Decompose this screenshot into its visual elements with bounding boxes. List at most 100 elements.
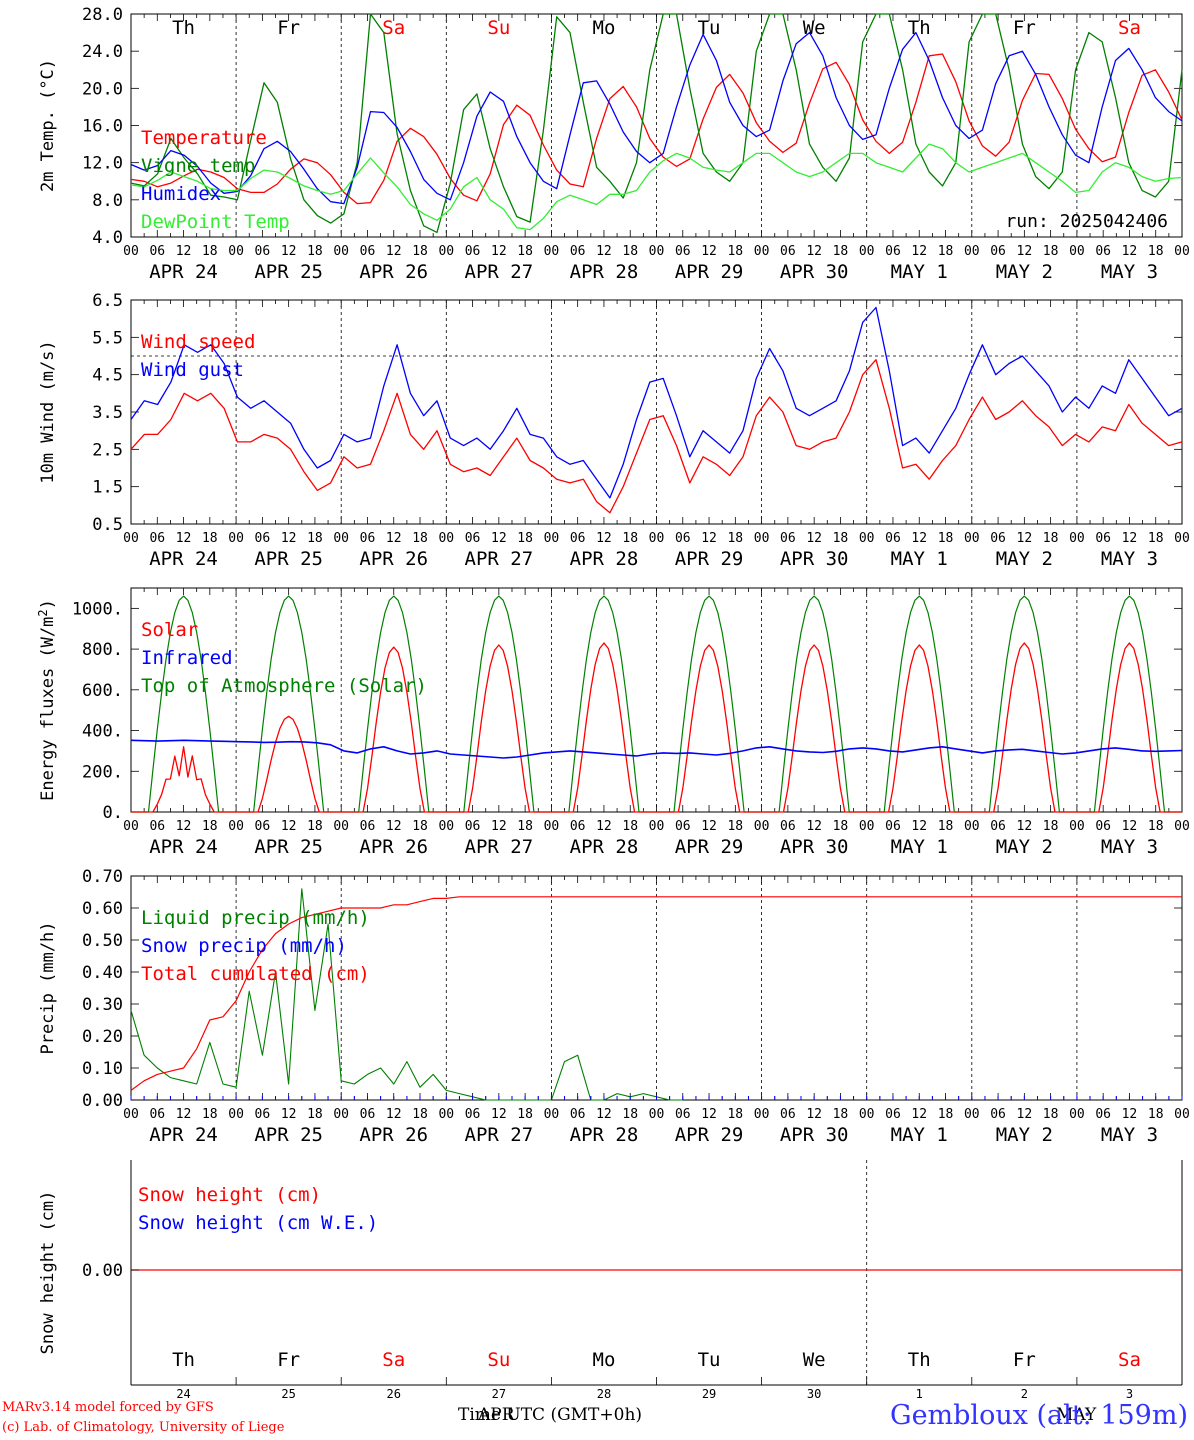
hour-tick-label: 12	[1017, 819, 1033, 834]
hour-tick-label: 18	[412, 819, 428, 834]
y-axis-label: Precip (mm/h)	[38, 921, 58, 1054]
hour-tick-label: 12	[386, 244, 402, 259]
weekday-label: We	[803, 1349, 826, 1371]
hour-tick-label: 12	[281, 244, 297, 259]
hour-tick-label: 00	[333, 819, 349, 834]
y-tick-label: 20.0	[82, 79, 123, 99]
day-number: 30	[807, 1387, 821, 1401]
hour-tick-label: 18	[517, 531, 533, 546]
weekday-label: Tu	[698, 17, 721, 39]
hour-tick-label: 18	[1043, 244, 1059, 259]
hour-tick-label: 12	[911, 244, 927, 259]
hour-tick-label: 12	[386, 819, 402, 834]
y-tick-label: 800.	[82, 640, 123, 660]
hour-tick-label: 18	[938, 531, 954, 546]
date-label: MAY 3	[1101, 261, 1158, 283]
hour-tick-label: 18	[517, 819, 533, 834]
legend-entry: Liquid precip (mm/h)	[141, 907, 370, 929]
series-infrared	[130, 739, 1183, 759]
date-label: MAY 2	[996, 1124, 1053, 1146]
hour-tick-label: 00	[1069, 531, 1085, 546]
hour-tick-label: 06	[360, 819, 376, 834]
y-tick-label: 5.5	[92, 328, 123, 348]
day-number: 2	[1021, 1387, 1028, 1401]
y-tick-label: 4.5	[92, 366, 123, 386]
hour-tick-label: 18	[833, 244, 849, 259]
y-tick-label: 24.0	[82, 42, 123, 62]
weekday-label: Fr	[1013, 1349, 1036, 1371]
y-tick-label: 28.0	[82, 5, 123, 25]
hour-tick-label: 18	[833, 819, 849, 834]
hour-tick-label: 06	[465, 531, 481, 546]
date-label: APR 27	[465, 836, 534, 858]
hour-tick-label: 00	[438, 819, 454, 834]
date-label: APR 28	[570, 836, 639, 858]
weekday-label: Fr	[277, 1349, 300, 1371]
hour-tick-label: 12	[701, 819, 717, 834]
day-number: 1	[916, 1387, 923, 1401]
hour-tick-label: 18	[622, 244, 638, 259]
date-label: MAY 1	[891, 548, 948, 570]
y-axis-label: 10m Wind (m/s)	[38, 340, 58, 483]
hour-tick-label: 12	[176, 531, 192, 546]
date-label: MAY 2	[996, 836, 1053, 858]
hour-tick-label: 18	[517, 244, 533, 259]
hour-tick-label: 06	[570, 244, 586, 259]
hour-tick-label: 12	[1017, 1107, 1033, 1122]
hour-tick-label: 00	[228, 531, 244, 546]
hour-tick-label: 18	[938, 819, 954, 834]
model-credit: MARv3.14 model forced by GFS	[2, 1400, 214, 1415]
hour-tick-label: 18	[307, 1107, 323, 1122]
hour-tick-label: 00	[228, 819, 244, 834]
date-label: MAY 3	[1101, 836, 1158, 858]
hour-tick-label: 06	[990, 244, 1006, 259]
hour-tick-label: 06	[465, 819, 481, 834]
hour-tick-label: 12	[176, 1107, 192, 1122]
hour-tick-label: 00	[123, 1107, 139, 1122]
day-number: 28	[597, 1387, 611, 1401]
hour-tick-label: 00	[964, 1107, 980, 1122]
hour-tick-label: 00	[754, 1107, 770, 1122]
weekday-label: Sa	[1118, 17, 1141, 39]
hour-tick-label: 12	[596, 1107, 612, 1122]
date-label: APR 25	[254, 836, 323, 858]
hour-tick-label: 06	[255, 1107, 271, 1122]
date-label: APR 29	[675, 1124, 744, 1146]
hour-tick-label: 00	[544, 531, 560, 546]
legend-entry: Snow height (cm W.E.)	[138, 1212, 378, 1234]
hour-tick-label: 12	[911, 819, 927, 834]
legend-entry: Snow precip (mm/h)	[141, 935, 347, 957]
hour-tick-label: 06	[780, 531, 796, 546]
hour-tick-label: 18	[307, 531, 323, 546]
weekday-label: Th	[172, 1349, 195, 1371]
hour-tick-label: 18	[622, 531, 638, 546]
date-label: APR 29	[675, 548, 744, 570]
hour-tick-label: 06	[255, 531, 271, 546]
hour-tick-label: 06	[675, 531, 691, 546]
date-label: APR 30	[780, 261, 849, 283]
hour-tick-label: 12	[1122, 531, 1138, 546]
plot-frame-1	[130, 299, 1183, 525]
weekday-label: Fr	[277, 17, 300, 39]
hour-tick-label: 06	[1095, 1107, 1111, 1122]
weekday-label: Sa	[382, 17, 405, 39]
hour-tick-label: 06	[255, 819, 271, 834]
date-label: APR 24	[149, 261, 218, 283]
hour-tick-label: 12	[491, 1107, 507, 1122]
y-axis-label: 2m Temp. (°C)	[38, 59, 58, 192]
y-tick-label: 1000.	[72, 599, 123, 619]
hour-tick-label: 18	[202, 819, 218, 834]
hour-tick-label: 00	[123, 531, 139, 546]
y-tick-label: 0.50	[82, 931, 123, 951]
hour-tick-label: 18	[1148, 531, 1164, 546]
day-number: 26	[387, 1387, 401, 1401]
hour-tick-label: 12	[1122, 819, 1138, 834]
hour-tick-label: 12	[806, 531, 822, 546]
hour-tick-label: 00	[859, 1107, 875, 1122]
hour-tick-label: 12	[911, 531, 927, 546]
y-tick-label: 0.40	[82, 963, 123, 983]
hour-tick-label: 18	[307, 819, 323, 834]
hour-tick-label: 00	[1174, 819, 1190, 834]
hour-tick-label: 06	[1095, 531, 1111, 546]
day-number: 3	[1126, 1387, 1133, 1401]
